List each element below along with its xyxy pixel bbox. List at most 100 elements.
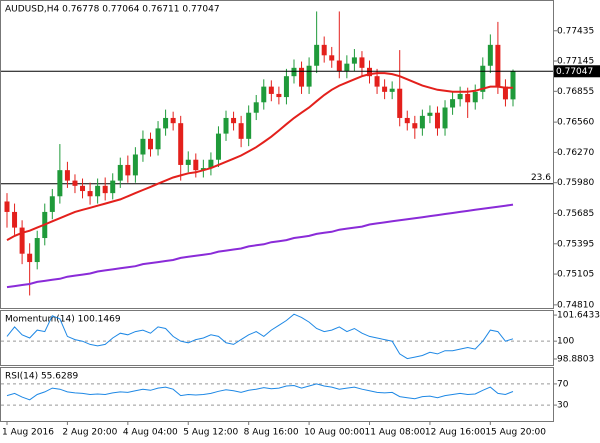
y-tick-label: 0.77145 [557,57,594,67]
y-tick-label: 70 [557,379,569,389]
candle-body [465,93,471,103]
candle-body [450,99,456,108]
y-tick-label: 0.75685 [557,209,594,219]
candle-body [223,117,229,134]
x-tick-label: 2 Aug 20:00 [62,428,117,438]
x-tick-label: 10 Aug 00:00 [304,428,365,438]
candle-body [336,60,342,71]
moving-average [6,203,514,289]
candle-body [253,102,259,113]
y-tick-label: 0.75980 [557,178,594,188]
candle-body [510,71,516,100]
candle-body [321,44,327,56]
y-tick-label: 0.76270 [557,148,594,158]
candle-body [155,128,161,150]
y-tick-label: 100 [557,337,574,347]
panel-title: RSI(14) 55.6289 [5,372,78,382]
candle-body [382,86,388,92]
candle-body [102,185,108,194]
panel-frame [0,310,554,366]
candle-body [389,88,395,92]
candle-body [268,86,274,94]
x-tick-label: 4 Aug 04:00 [123,428,178,438]
candle-body [434,112,440,129]
candle-body [367,67,373,77]
candle-body [208,159,214,169]
y-tick-label: 30 [557,401,569,411]
candle-body [132,154,138,176]
indicator-line [6,313,514,360]
candle-body [193,159,199,171]
candle-body [178,123,184,165]
candle-body [238,123,244,139]
candle-body [163,117,169,129]
candle-body [480,65,486,92]
candle-body [442,107,448,129]
candle-body [246,112,252,139]
candle-body [49,196,55,212]
candle-body [200,168,206,171]
candle-body [4,201,10,212]
candle-body [495,44,501,87]
candle-body [427,112,433,116]
candle-body [502,86,508,100]
candle-body [57,170,63,197]
candle-body [299,67,305,87]
x-tick-label: 11 Aug 08:00 [365,428,426,438]
candle-body [344,63,350,71]
candle-body [34,238,40,263]
candle-body [419,115,425,129]
candle-body [140,138,146,155]
indicator-line [6,383,514,401]
candle-body [110,180,116,194]
panel-title: AUDUSD,H4 0.76778 0.77064 0.76711 0.7704… [5,5,220,15]
candle-body [170,117,176,124]
candle-body [397,88,403,118]
candle-body [125,164,131,176]
candle-body [215,133,221,160]
candle-body [472,91,478,103]
candle-body [276,93,282,98]
candle-body [117,164,123,181]
y-tick-label: 101.6433 [557,311,600,321]
y-tick-label: 0.74810 [557,300,594,310]
candle-body [12,211,18,228]
candle-body [314,44,320,66]
fib-label: 23.6 [531,173,551,183]
panel-frame [0,0,554,309]
candle-body [72,180,78,186]
last-price-box [554,65,600,78]
candle-body [19,227,25,254]
candle-body [95,185,101,197]
candle-body [64,170,70,181]
y-tick-label: 0.75105 [557,270,594,280]
candle-body [147,138,153,150]
candle-body [457,93,463,100]
x-tick-label: 8 Aug 16:00 [244,428,299,438]
last-price-label: 0.77047 [556,67,593,77]
candle-body [87,191,93,197]
y-tick-label: 0.77435 [557,26,594,36]
panel-title: Momentum(14) 100.1469 [5,315,121,325]
candle-body [359,57,365,68]
candle-body [351,57,357,64]
candle-body [185,159,191,165]
candle-body [404,117,410,124]
x-tick-label: 15 Aug 20:00 [485,428,546,438]
x-tick-label: 5 Aug 12:00 [183,428,238,438]
panel-frame [0,367,554,422]
moving-average [6,72,513,241]
x-tick-label: 12 Aug 16:00 [425,428,486,438]
candle-body [80,185,86,192]
candle-body [261,86,267,103]
candle-body [27,253,33,263]
y-tick-label: 0.76855 [557,87,594,97]
candle-body [487,44,493,66]
candle-body [231,117,237,124]
candle-body [412,123,418,129]
candle-body [291,67,297,77]
y-tick-label: 0.75395 [557,239,594,249]
